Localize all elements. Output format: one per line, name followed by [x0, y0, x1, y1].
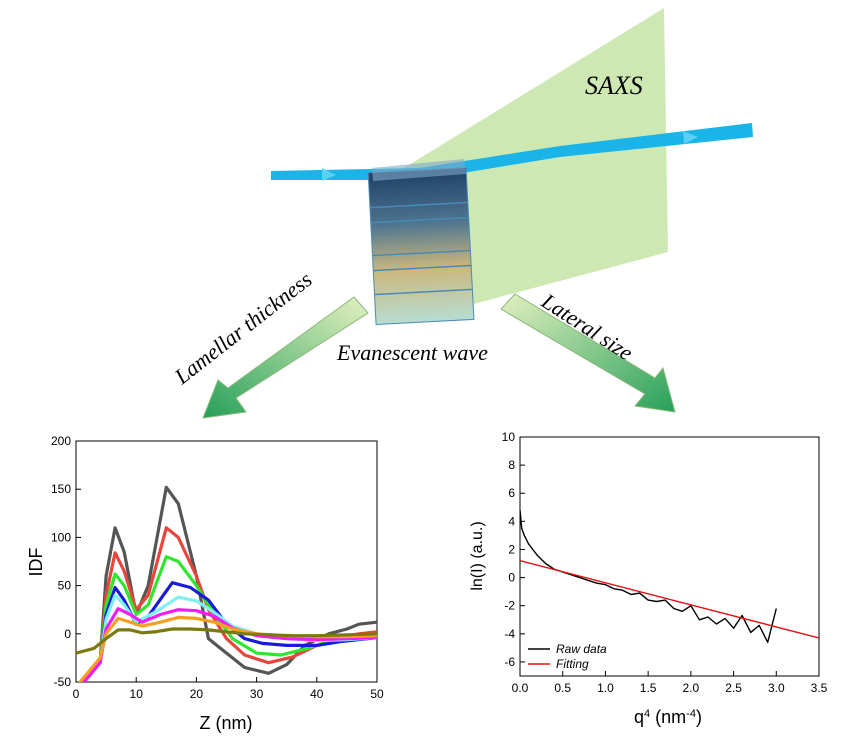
porod-y-tick-label: -6: [504, 655, 515, 669]
porod-y-tick-label: 6: [508, 486, 515, 500]
porod-x-tick-label: 2.0: [683, 681, 700, 695]
idf-y-tick-label: 100: [51, 530, 71, 544]
porod-y-axis-label: ln(I) (a.u.): [469, 521, 486, 590]
xray-beam: [271, 123, 753, 180]
porod-series-raw-data: [520, 510, 777, 643]
porod-y-tick-label: -2: [504, 599, 515, 613]
porod-x-tick-label: 2.5: [725, 681, 742, 695]
porod-y-tick-label: 2: [508, 542, 515, 556]
porod-y-tick-label: 4: [508, 514, 515, 528]
porod-x-tick-label: 0.0: [512, 681, 529, 695]
porod-y-tick-label: 0: [508, 571, 515, 585]
idf-x-axis-label: Z (nm): [200, 713, 253, 733]
porod-y-tick-label: 10: [502, 430, 516, 444]
idf-y-tick-label: 150: [51, 482, 71, 496]
beam-arrow-head-right: [683, 131, 698, 144]
right-arrow: [500, 293, 676, 413]
idf-x-tick-label: 10: [130, 687, 144, 701]
idf-series-s4: [81, 581, 377, 682]
porod-y-tick-label: 8: [508, 458, 515, 472]
legend-fitting-label: Fitting: [556, 657, 589, 671]
idf-x-tick-label: 40: [310, 687, 324, 701]
sample-stack: [367, 167, 475, 326]
porod-plot-frame: [519, 436, 820, 677]
idf-y-tick-label: -50: [54, 675, 72, 689]
idf-x-tick-label: 0: [73, 687, 80, 701]
left-arrow: [202, 296, 369, 419]
porod-y-tick-label: -4: [504, 627, 515, 641]
porod-x-axis-label: q4 (nm-4): [634, 707, 702, 727]
idf-x-tick-label: 50: [370, 687, 384, 701]
porod-x-tick-label: 3.0: [768, 681, 785, 695]
idf-x-tick-label: 20: [190, 687, 204, 701]
evanescent-label: Evanescent wave: [336, 340, 488, 365]
saxs-label: SAXS: [585, 71, 643, 100]
idf-series-s3: [81, 555, 377, 682]
porod-x-tick-label: 0.5: [554, 681, 571, 695]
porod-x-tick-label: 3.5: [811, 681, 828, 695]
sample-top-surface: [372, 159, 466, 181]
idf-y-tick-label: 0: [64, 627, 71, 641]
idf-y-tick-label: 200: [51, 434, 71, 448]
legend-raw-label: Raw data: [556, 642, 607, 656]
idf-y-axis-label: IDF: [26, 548, 46, 577]
porod-legend: Raw data Fitting: [528, 642, 607, 671]
porod-x-tick-label: 1.0: [597, 681, 614, 695]
porod-series-fitting: [520, 560, 819, 639]
beam-arrow-head-left: [322, 168, 336, 181]
porod-chart: 0.0 0.5 1.0 1.5 2.0 2.5 3.0 3.5 -6 -4 -2 0 2 4 6 8 10 Ra…: [469, 430, 828, 727]
idf-series-s8: [76, 627, 377, 655]
idf-y-tick-label: 50: [58, 579, 72, 593]
idf-series-s6: [81, 607, 377, 682]
porod-x-tick-label: 1.5: [640, 681, 657, 695]
lamellar-thickness-label: Lamellar thickness: [169, 267, 317, 390]
idf-x-tick-label: 30: [250, 687, 264, 701]
